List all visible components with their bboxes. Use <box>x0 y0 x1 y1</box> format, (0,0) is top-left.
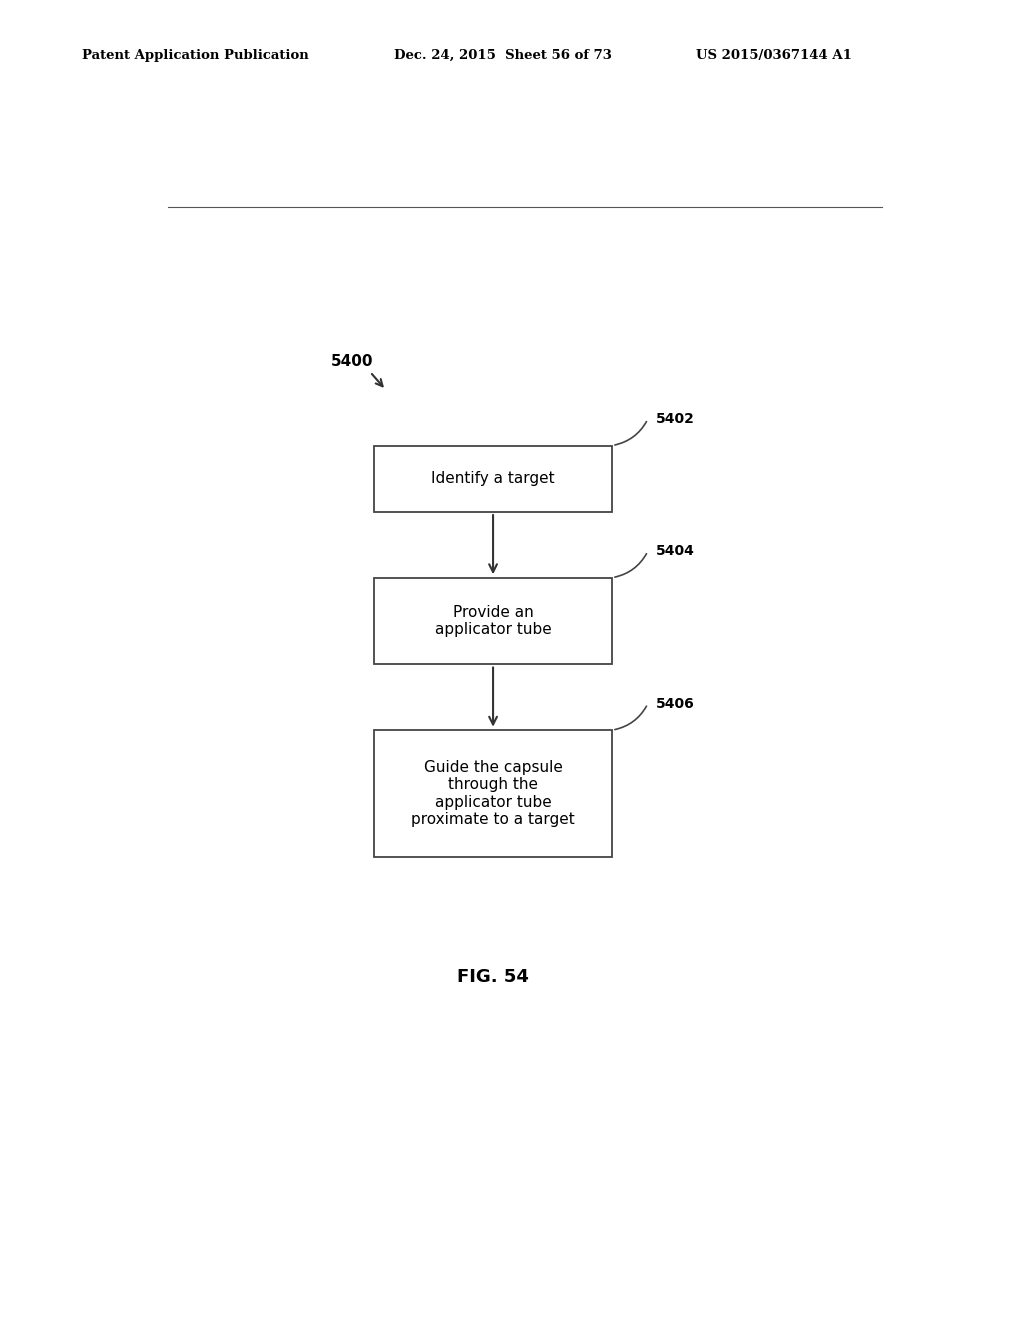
Text: Patent Application Publication: Patent Application Publication <box>82 49 308 62</box>
Text: 5402: 5402 <box>655 412 694 426</box>
Text: Provide an
applicator tube: Provide an applicator tube <box>434 605 552 638</box>
Bar <box>374 730 612 857</box>
Text: FIG. 54: FIG. 54 <box>457 968 529 986</box>
Text: US 2015/0367144 A1: US 2015/0367144 A1 <box>696 49 852 62</box>
Bar <box>374 578 612 664</box>
Text: Identify a target: Identify a target <box>431 471 555 486</box>
Text: Dec. 24, 2015  Sheet 56 of 73: Dec. 24, 2015 Sheet 56 of 73 <box>394 49 612 62</box>
Text: 5404: 5404 <box>655 544 694 558</box>
Text: 5406: 5406 <box>655 697 694 710</box>
Bar <box>374 446 612 512</box>
Text: Guide the capsule
through the
applicator tube
proximate to a target: Guide the capsule through the applicator… <box>412 760 574 828</box>
Text: 5400: 5400 <box>331 354 373 370</box>
